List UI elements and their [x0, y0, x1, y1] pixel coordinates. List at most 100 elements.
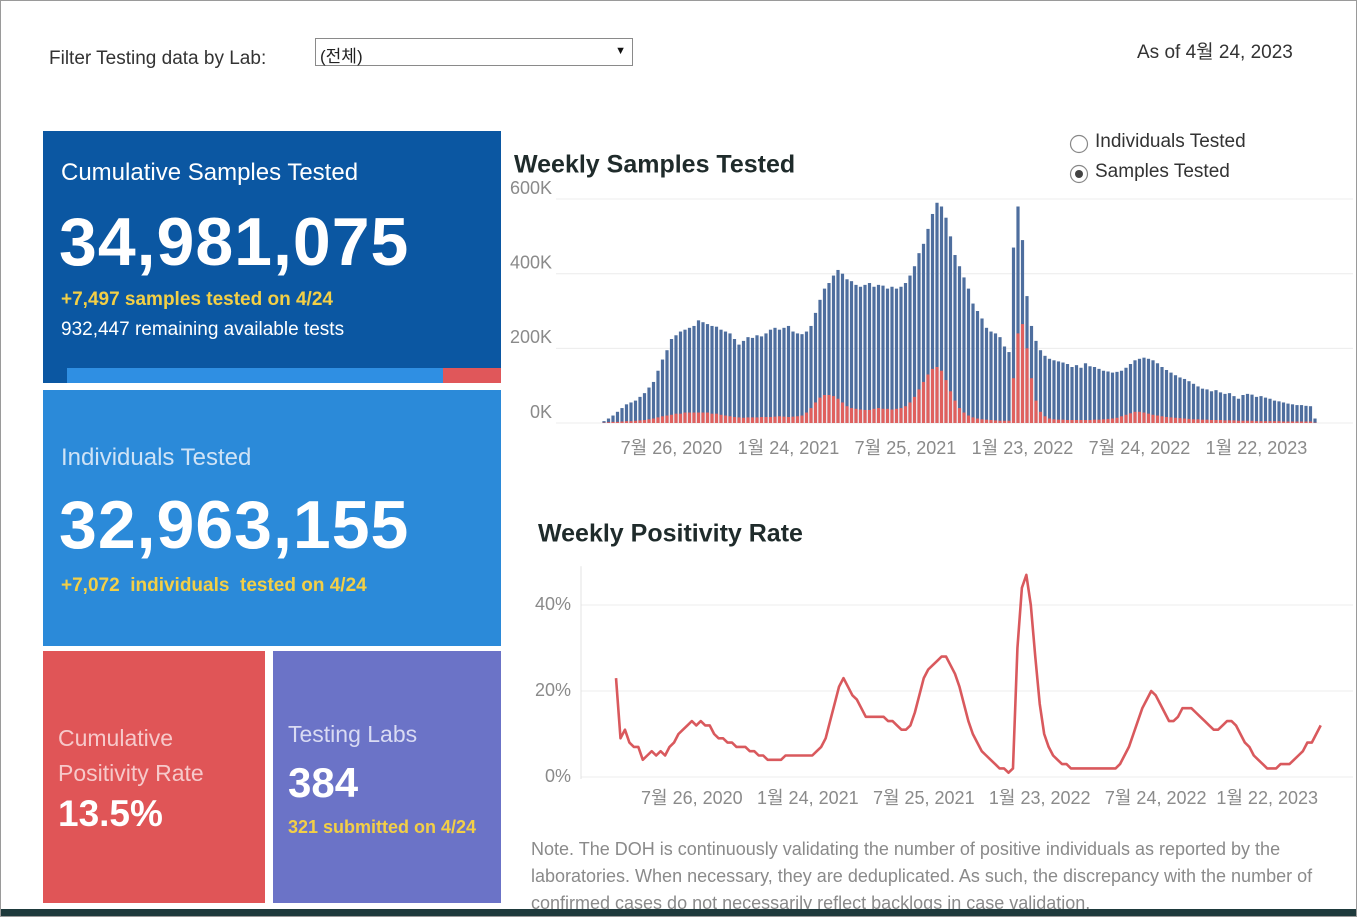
- card-delta: +7,072 individuals tested on 4/24: [61, 575, 367, 596]
- radio-button: [1069, 164, 1089, 184]
- bar: [633, 400, 638, 423]
- bar: [1115, 371, 1119, 423]
- bar: [971, 417, 975, 423]
- bar: [705, 324, 710, 423]
- bar: [1299, 405, 1304, 423]
- charts: Weekly Samples Tested 0K 200K 400K 600K 7월 26…: [510, 151, 1353, 808]
- bar: [854, 408, 858, 423]
- bar: [1047, 418, 1052, 423]
- bar: [629, 421, 633, 423]
- bar: [1178, 418, 1182, 423]
- bar: [1263, 397, 1268, 423]
- bar: [957, 408, 962, 423]
- bar: [1209, 420, 1214, 423]
- bar: [701, 412, 705, 423]
- bar: [881, 408, 885, 423]
- bar: [1052, 419, 1056, 423]
- bar: [962, 412, 966, 423]
- bar: [872, 408, 876, 423]
- labs-card: Testing Labs 384 321 submitted on 4/24: [273, 651, 501, 903]
- bar: [746, 417, 750, 423]
- bar: [1286, 421, 1290, 423]
- bar: [759, 336, 764, 423]
- bar: [849, 408, 854, 423]
- bar: [687, 327, 692, 423]
- bar: [795, 333, 800, 423]
- x-tick-label: 7월 26, 2020: [641, 788, 743, 808]
- bar: [1227, 393, 1232, 423]
- bar: [692, 325, 696, 423]
- bar: [1191, 383, 1196, 423]
- bar: [1052, 360, 1056, 423]
- bar: [782, 327, 786, 423]
- bar: [939, 370, 944, 423]
- bar: [1227, 420, 1232, 423]
- positivity-card: Cumulative Positivity Rate 13.5%: [43, 651, 265, 903]
- card-title: Cumulative Positivity Rate: [58, 725, 204, 786]
- bar: [1002, 420, 1007, 423]
- bar: [1155, 415, 1160, 423]
- bar: [692, 412, 696, 423]
- bar: [1236, 420, 1241, 423]
- bar: [1308, 421, 1313, 423]
- bar: [615, 421, 620, 423]
- bar: [1209, 391, 1214, 423]
- bar: [1196, 419, 1200, 423]
- bar: [975, 418, 980, 423]
- bar: [750, 337, 755, 423]
- bar: [908, 275, 912, 423]
- bar: [746, 337, 750, 423]
- bar: [1074, 420, 1079, 423]
- bar: [1137, 411, 1142, 423]
- radio-option[interactable]: Individuals Tested: [1069, 131, 1289, 157]
- card-value: 34,981,075: [59, 204, 410, 280]
- bar: [606, 418, 611, 423]
- bar: [1034, 400, 1038, 423]
- lab-dropdown[interactable]: (전체) ▼: [315, 38, 633, 66]
- bar: [800, 415, 804, 423]
- bar: [890, 286, 894, 423]
- bar: [696, 320, 701, 423]
- bar: [1151, 360, 1155, 423]
- bar: [728, 416, 732, 423]
- radio-ring: [1069, 134, 1089, 154]
- bar: [1110, 418, 1115, 423]
- as-of-date: As of 4월 24, 2023: [1137, 42, 1293, 63]
- bar: [683, 412, 687, 423]
- bar: [656, 370, 660, 423]
- bar: [737, 344, 741, 423]
- radio-option[interactable]: Samples Tested: [1069, 161, 1289, 187]
- bar: [827, 283, 831, 423]
- bar: [755, 335, 759, 423]
- bar: [1119, 416, 1124, 423]
- bar: [1061, 419, 1065, 423]
- bar: [867, 283, 872, 423]
- bar: [1191, 419, 1196, 423]
- bar: [647, 387, 651, 423]
- bar: [800, 334, 804, 423]
- bar: [984, 419, 989, 423]
- bar: [755, 417, 759, 423]
- bar: [665, 350, 669, 423]
- bar: [881, 285, 885, 423]
- bar: [633, 420, 638, 423]
- bar: [1088, 366, 1092, 423]
- filter-label: Filter Testing data by Lab:: [49, 48, 267, 69]
- bar: [818, 397, 822, 423]
- bar: [795, 416, 800, 423]
- bar: [1245, 393, 1250, 423]
- bar: [1218, 392, 1223, 423]
- bar: [683, 329, 687, 423]
- bar: [1299, 421, 1304, 423]
- bar: [1182, 378, 1187, 423]
- bar: [930, 368, 935, 423]
- bar: [651, 418, 656, 423]
- y-tick-label: 20%: [535, 680, 571, 700]
- bar: [917, 389, 921, 423]
- bar: [719, 329, 723, 423]
- bar: [1254, 396, 1259, 423]
- bar: [1056, 361, 1061, 423]
- bar: [1223, 420, 1227, 423]
- bar: [840, 273, 845, 423]
